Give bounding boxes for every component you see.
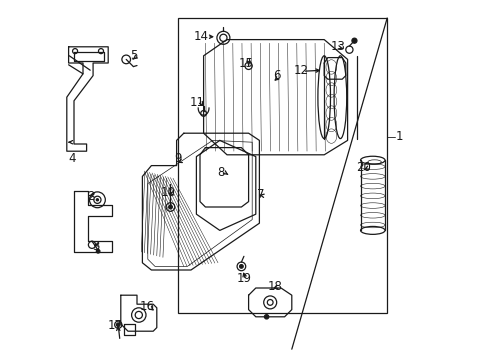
Text: 5: 5 (130, 49, 137, 62)
Circle shape (240, 265, 243, 268)
Text: 15: 15 (238, 57, 253, 69)
Text: 18: 18 (268, 280, 283, 293)
Text: 1: 1 (395, 130, 403, 143)
Text: 8: 8 (217, 166, 224, 179)
Text: 14: 14 (194, 30, 209, 42)
Text: 16: 16 (139, 300, 154, 312)
Circle shape (117, 323, 120, 327)
Text: 10: 10 (161, 186, 175, 199)
Text: 13: 13 (330, 40, 345, 53)
Circle shape (97, 249, 100, 253)
Bar (178, 18, 387, 313)
Text: 19: 19 (236, 273, 251, 285)
Text: 3: 3 (92, 240, 99, 253)
Text: 6: 6 (273, 69, 280, 82)
Text: 20: 20 (356, 161, 371, 174)
Circle shape (169, 205, 172, 209)
Circle shape (265, 315, 269, 319)
Text: 9: 9 (174, 152, 182, 165)
Text: 4: 4 (68, 152, 75, 165)
Text: 12: 12 (294, 64, 308, 77)
Circle shape (97, 199, 98, 201)
Text: 17: 17 (108, 319, 123, 332)
Text: 2: 2 (88, 190, 95, 203)
Text: 11: 11 (190, 96, 205, 109)
Circle shape (352, 38, 357, 43)
Text: 7: 7 (257, 188, 264, 201)
